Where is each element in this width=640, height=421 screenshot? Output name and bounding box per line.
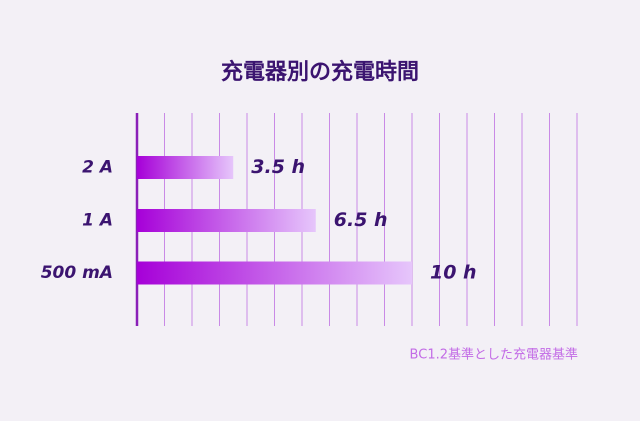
value-label: 3.5 h xyxy=(251,156,305,178)
y-tick-label: 1 A xyxy=(82,211,113,231)
chart-title: 充電器別の充電時間 xyxy=(221,59,419,85)
value-label: 10 h xyxy=(430,262,477,284)
chart-note: BC1.2基準とした充電器基準 xyxy=(410,347,578,363)
value-label: 6.5 h xyxy=(334,209,388,231)
bar xyxy=(137,209,316,232)
y-tick-label: 2 A xyxy=(82,158,113,178)
bar xyxy=(137,261,412,285)
y-tick-label: 500 mA xyxy=(41,263,113,283)
bar xyxy=(137,156,234,179)
